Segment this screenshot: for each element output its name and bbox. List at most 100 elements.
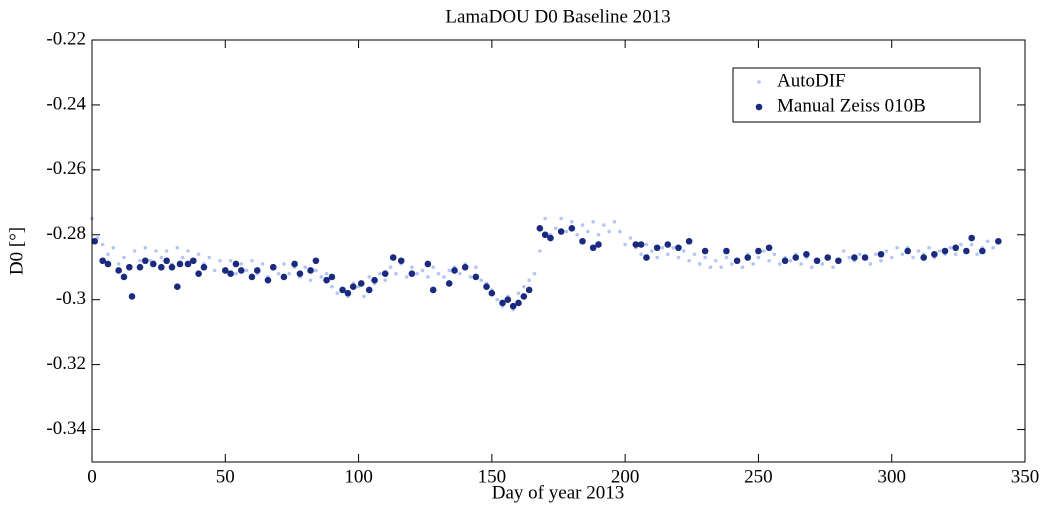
auto-point <box>244 268 249 273</box>
auto-point <box>959 242 963 247</box>
manual-point <box>128 293 136 300</box>
auto-point <box>404 275 409 279</box>
auto-point <box>378 271 382 276</box>
auto-point <box>857 252 862 257</box>
manual-point <box>637 241 645 248</box>
manual-point <box>541 231 549 239</box>
manual-point <box>451 267 458 274</box>
auto-point <box>527 278 531 283</box>
auto-point <box>927 245 931 250</box>
manual-point <box>685 237 693 245</box>
auto-point <box>889 255 894 260</box>
auto-point <box>692 252 697 257</box>
auto-point <box>282 262 286 266</box>
manual-point <box>851 254 858 261</box>
auto-point <box>180 255 185 260</box>
manual-point <box>515 299 522 307</box>
auto-point <box>639 252 643 257</box>
auto-point <box>538 249 542 253</box>
manual-point <box>488 289 496 297</box>
manual-point <box>253 267 261 274</box>
manual-point <box>357 280 365 287</box>
manual-point <box>126 263 133 271</box>
auto-point <box>991 245 995 250</box>
auto-point <box>916 249 921 253</box>
manual-point <box>504 296 512 303</box>
auto-point <box>687 258 691 263</box>
auto-point <box>975 252 979 257</box>
manual-point <box>781 257 789 265</box>
manual-point <box>525 286 533 294</box>
auto-point <box>431 265 436 270</box>
auto-point <box>831 265 835 270</box>
manual-point <box>339 286 346 294</box>
manual-point <box>675 244 682 252</box>
auto-point <box>681 249 686 253</box>
auto-point <box>447 268 452 273</box>
manual-point <box>813 257 821 265</box>
auto-point <box>900 252 905 257</box>
auto-point <box>106 252 110 257</box>
auto-point <box>777 262 782 266</box>
auto-point <box>719 265 723 270</box>
manual-point <box>120 273 128 281</box>
auto-point <box>532 271 537 276</box>
auto-point <box>729 262 734 266</box>
auto-point <box>948 245 953 250</box>
manual-point <box>307 267 314 274</box>
auto-point <box>132 249 137 253</box>
manual-point <box>408 270 416 278</box>
manual-point <box>595 241 602 248</box>
manual-point <box>312 257 320 265</box>
auto-point <box>308 278 313 283</box>
auto-point <box>495 297 499 302</box>
manual-point <box>168 263 176 271</box>
manual-point <box>365 286 373 294</box>
auto-point <box>559 216 563 221</box>
y-tick-label: -0.24 <box>46 93 86 114</box>
auto-point <box>868 262 873 266</box>
auto-point <box>756 255 761 260</box>
auto-point <box>111 245 116 250</box>
auto-point <box>276 271 281 276</box>
manual-point <box>344 289 352 297</box>
auto-point <box>554 226 558 231</box>
manual-point <box>195 270 202 278</box>
auto-point <box>522 284 526 289</box>
manual-point <box>941 247 949 255</box>
auto-point <box>394 271 398 276</box>
manual-point <box>664 241 672 248</box>
manual-point <box>520 293 528 300</box>
manual-point <box>952 244 959 252</box>
auto-point <box>159 255 164 260</box>
manual-point <box>221 267 229 274</box>
auto-point <box>468 275 473 279</box>
manual-point <box>904 247 912 255</box>
manual-point <box>200 263 208 271</box>
auto-point <box>660 245 665 250</box>
manual-point <box>323 276 330 284</box>
manual-point <box>136 263 144 271</box>
manual-point <box>557 228 565 235</box>
auto-point <box>383 278 388 283</box>
auto-point <box>650 249 654 253</box>
legend-marker <box>755 103 763 111</box>
auto-point <box>479 278 483 283</box>
manual-point <box>461 263 469 271</box>
manual-point <box>877 250 885 258</box>
legend-label: AutoDIF <box>777 70 846 91</box>
auto-point <box>772 252 777 257</box>
auto-point <box>228 258 233 263</box>
auto-point <box>239 262 244 266</box>
auto-point <box>602 223 606 227</box>
legend-box <box>732 67 981 123</box>
manual-point <box>509 302 517 310</box>
manual-point <box>371 276 378 284</box>
auto-point <box>287 271 292 276</box>
x-tick-label: 200 <box>611 466 640 487</box>
auto-point <box>426 275 430 279</box>
auto-point <box>847 255 851 260</box>
manual-point <box>184 260 192 268</box>
manual-point <box>291 260 298 268</box>
auto-point <box>713 258 718 263</box>
